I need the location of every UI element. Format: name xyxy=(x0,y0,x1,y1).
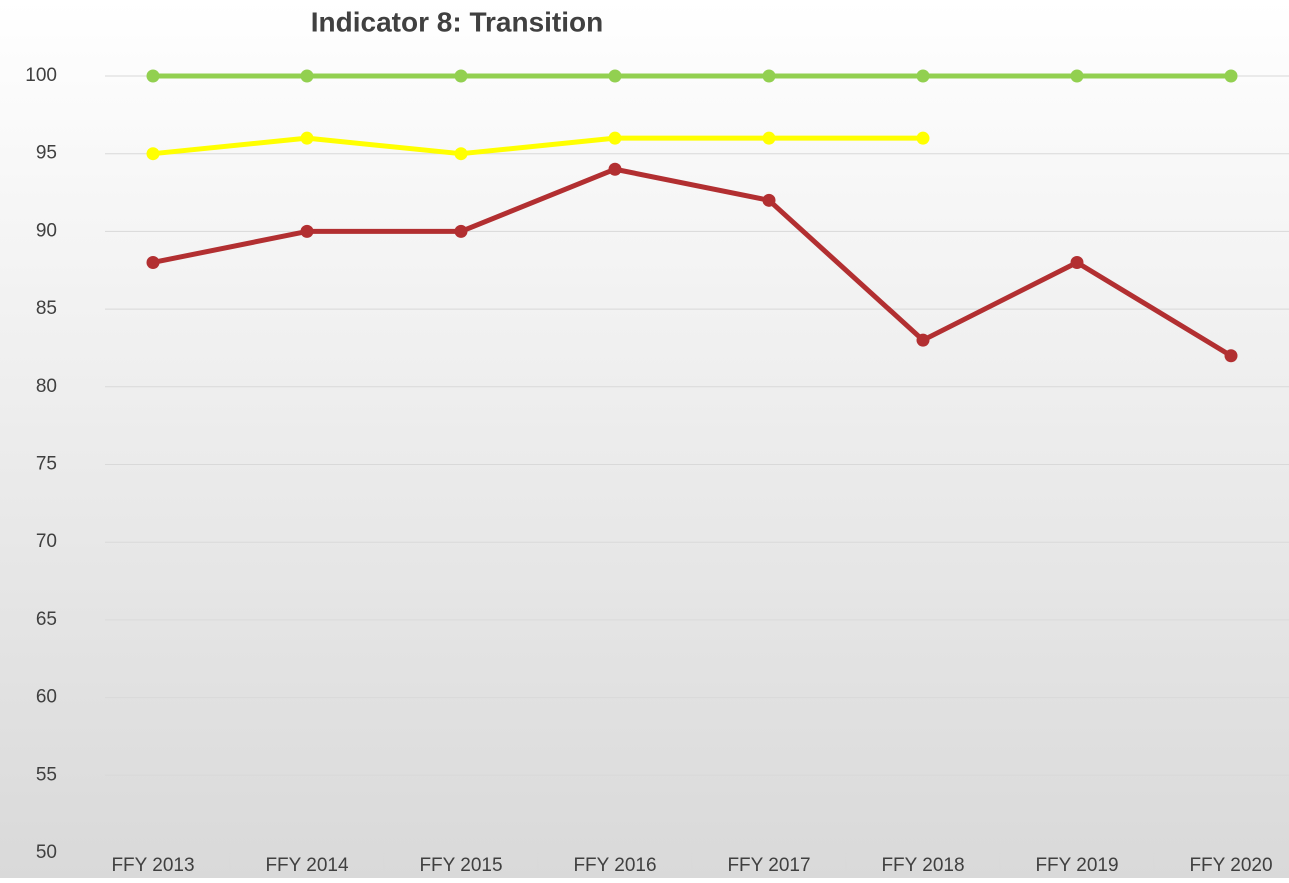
y-tick-label: 85 xyxy=(36,298,57,319)
data-point xyxy=(916,131,930,145)
x-tick-label: FFY 2013 xyxy=(111,855,194,876)
data-point xyxy=(762,193,776,207)
y-tick-label: 65 xyxy=(36,609,57,630)
y-tick-label: 90 xyxy=(36,220,57,241)
x-tick-label: FFY 2018 xyxy=(881,855,964,876)
y-tick-label: 55 xyxy=(36,764,57,785)
x-tick-label: FFY 2015 xyxy=(419,855,502,876)
y-tick-label: 75 xyxy=(36,454,57,475)
data-point xyxy=(454,224,468,238)
data-point xyxy=(608,162,622,176)
data-point xyxy=(762,131,776,145)
data-point xyxy=(146,69,160,83)
data-point xyxy=(300,224,314,238)
x-tick-label: FFY 2016 xyxy=(573,855,656,876)
data-point xyxy=(608,69,622,83)
data-point xyxy=(1070,255,1084,269)
data-point xyxy=(762,69,776,83)
data-point xyxy=(1070,69,1084,83)
data-point xyxy=(300,131,314,145)
x-tick-label: FFY 2014 xyxy=(265,855,349,876)
y-tick-label: 70 xyxy=(36,531,57,552)
data-point xyxy=(608,131,622,145)
series-line xyxy=(152,135,923,157)
y-tick-label: 95 xyxy=(36,143,57,164)
x-tick-label: FFY 2019 xyxy=(1035,855,1118,876)
data-point xyxy=(146,147,160,161)
x-tick-label: FFY 2017 xyxy=(727,855,810,876)
data-point xyxy=(146,255,160,269)
data-point xyxy=(1224,69,1238,83)
data-point xyxy=(916,333,930,347)
data-point xyxy=(916,69,930,83)
data-point xyxy=(300,69,314,83)
y-tick-label: 60 xyxy=(36,687,57,708)
data-point xyxy=(454,69,468,83)
y-tick-label: 100 xyxy=(25,65,57,86)
y-tick-label: 80 xyxy=(36,376,57,397)
chart-title: Indicator 8: Transition xyxy=(311,6,603,37)
x-tick-label: FFY 2020 xyxy=(1189,855,1272,876)
data-point xyxy=(1224,349,1238,363)
data-point xyxy=(454,147,468,161)
y-tick-label: 50 xyxy=(36,842,57,863)
series-line xyxy=(152,166,1233,358)
